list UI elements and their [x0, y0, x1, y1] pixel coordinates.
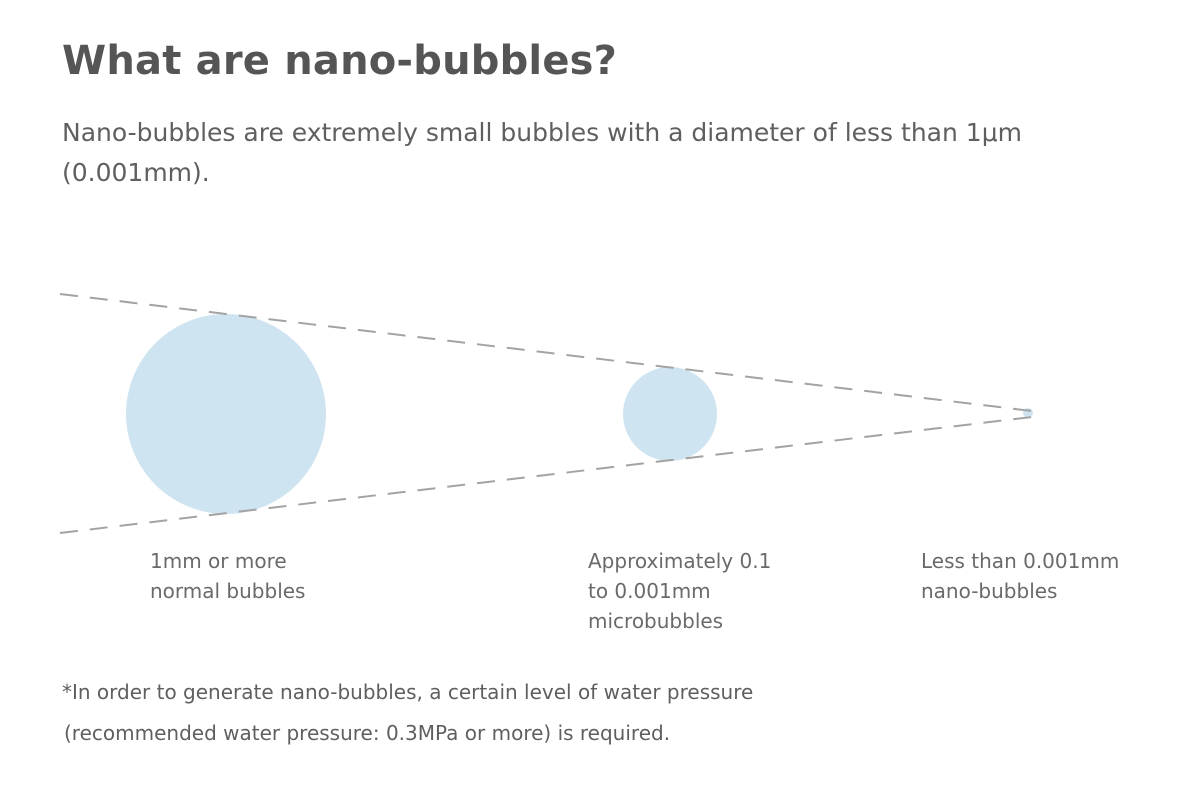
- normal-bubble-circle: [126, 314, 326, 514]
- normal-bubble-name: normal bubbles: [150, 579, 306, 603]
- microbubble-size-continued: to 0.001mm: [588, 579, 711, 603]
- microbubble-label: Approximately 0.1 to 0.001mm microbubble…: [588, 546, 771, 636]
- pressure-note-line-1: *In order to generate nano-bubbles, a ce…: [62, 680, 754, 704]
- microbubble-circle: [623, 367, 717, 461]
- normal-bubble-size: 1mm or more: [150, 549, 287, 573]
- lower-taper-dashed-line: [59, 416, 1033, 534]
- nano-bubble-label: Less than 0.001mm nano-bubbles: [921, 546, 1119, 606]
- nano-bubble-size: Less than 0.001mm: [921, 549, 1120, 573]
- intro-text: Nano-bubbles are extremely small bubbles…: [62, 118, 1022, 187]
- upper-taper-dashed-line: [59, 293, 1033, 412]
- microbubble-name: microbubbles: [588, 609, 724, 633]
- microbubble-size: Approximately 0.1: [588, 549, 772, 573]
- pressure-note-line-2: (recommended water pressure: 0.3MPa or m…: [64, 721, 671, 745]
- normal-bubble-label: 1mm or more normal bubbles: [150, 546, 305, 606]
- nano-bubble-name: nano-bubbles: [921, 579, 1058, 603]
- page-title: What are nano-bubbles?: [62, 38, 618, 84]
